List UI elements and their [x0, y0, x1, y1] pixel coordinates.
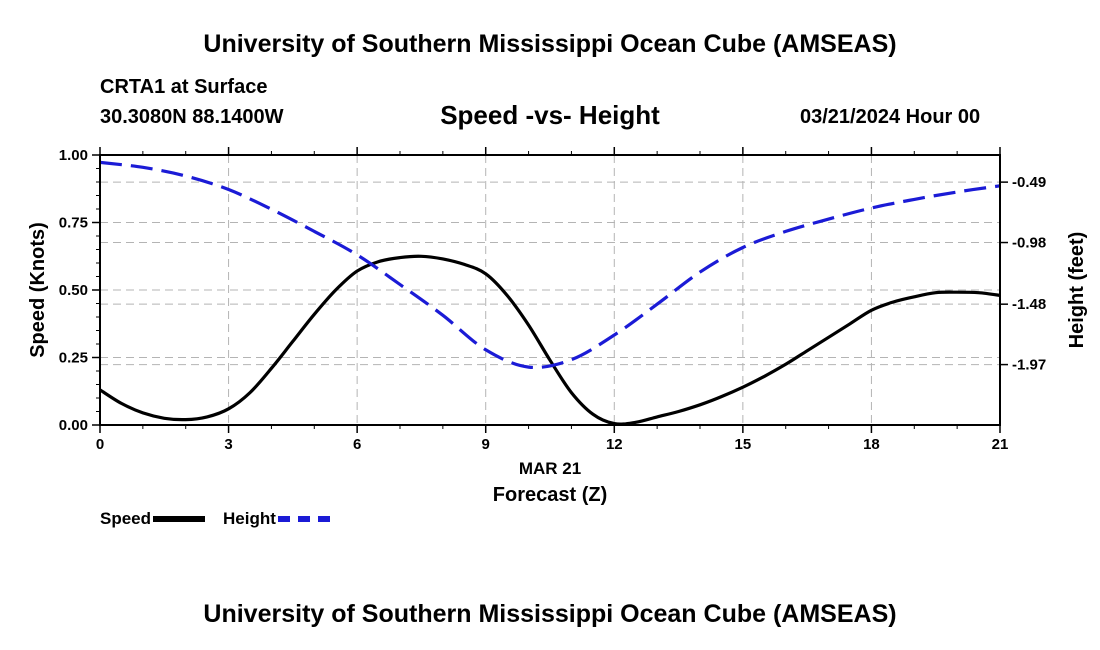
x-tick-label: 15 [735, 436, 752, 453]
x-tick-label: 12 [606, 436, 623, 453]
series-line-height [99, 160, 1001, 370]
x-tick-label: 6 [353, 436, 361, 453]
series-layer [99, 160, 1001, 426]
x-tick-label: 0 [96, 436, 104, 453]
y2-axis-label: Height (feet) [1066, 232, 1088, 349]
x-tick-label: 18 [863, 436, 880, 453]
ticks-layer: 0 3 6 9 12 15 18 21 0.00 0.25 0.50 0.75 1.00 -1.97 -1.… [59, 147, 1046, 453]
footer-title: University of Southern Mississippi Ocean… [203, 600, 897, 628]
series-line-speed [99, 254, 1001, 426]
legend-height-swatch [277, 516, 330, 522]
station-coordinates: 30.3080N 88.1400W [100, 106, 284, 128]
legend: Speed Height [100, 509, 348, 529]
x-tick-label: 3 [224, 436, 232, 453]
grid-layer [100, 155, 1000, 425]
legend-speed-label: Speed [100, 509, 152, 528]
y2-tick-label: -0.49 [1012, 174, 1046, 191]
legend-height-label: Height [223, 509, 276, 528]
y2-tick-label: -1.97 [1012, 357, 1046, 374]
x-tick-label: 9 [482, 436, 490, 453]
y-tick-label: 0.75 [59, 215, 88, 232]
y2-tick-label: -1.48 [1012, 296, 1046, 313]
legend-item-speed: Speed [100, 509, 206, 529]
legend-speed-swatch [153, 516, 206, 522]
station-name: CRTA1 at Surface [100, 76, 268, 98]
legend-item-height: Height [223, 509, 330, 529]
forecast-datetime: 03/21/2024 Hour 00 [800, 106, 981, 128]
x-axis-label: Forecast (Z) [493, 484, 607, 506]
y2-tick-label: -0.98 [1012, 235, 1046, 252]
main-title: University of Southern Mississippi Ocean… [203, 30, 897, 58]
y-tick-label: 0.50 [59, 282, 88, 299]
y-tick-label: 1.00 [59, 147, 88, 164]
x-axis-date-label: MAR 21 [519, 459, 581, 478]
x-tick-label: 21 [992, 436, 1009, 453]
chart-title: Speed -vs- Height [440, 100, 660, 130]
y-tick-label: 0.25 [59, 350, 88, 367]
y-tick-label: 0.00 [59, 417, 88, 434]
y-axis-label: Speed (Knots) [27, 222, 49, 358]
